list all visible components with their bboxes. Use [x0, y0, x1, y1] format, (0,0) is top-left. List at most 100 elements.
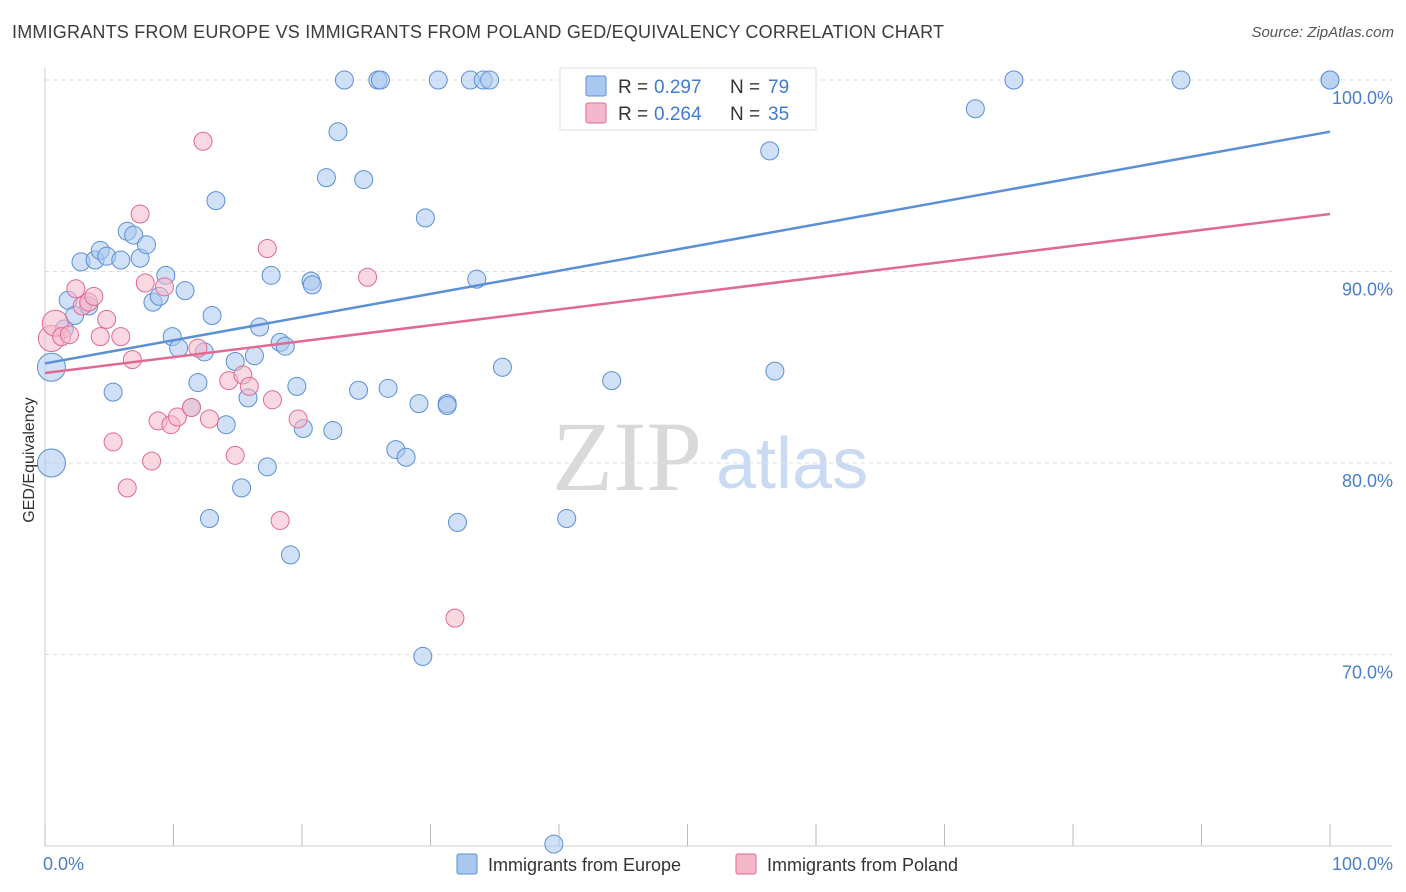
stats-n-label-europe: N =	[730, 77, 760, 98]
point-europe-11	[111, 250, 131, 270]
point-europe-55	[413, 646, 433, 666]
axes: 70.0% 80.0% 90.0% 100.0% 0.0% 100.0%	[43, 68, 1393, 874]
point-europe-34	[257, 457, 277, 477]
x-tick-label-100: 100.0%	[1332, 854, 1393, 874]
watermark: ZIP atlas	[552, 401, 868, 512]
point-poland-34	[445, 608, 465, 628]
point-europe-64	[480, 70, 500, 90]
point-europe-27	[206, 191, 226, 211]
point-poland-33	[358, 267, 378, 287]
y-axis-label: GED/Equivalency	[21, 397, 38, 522]
point-europe-10	[103, 382, 123, 402]
y-tick-label-70: 70.0%	[1342, 663, 1393, 683]
point-poland-32	[288, 409, 308, 429]
stats-r-value-poland: 0.264	[654, 104, 702, 125]
point-europe-38	[280, 545, 300, 565]
point-poland-10	[103, 432, 123, 452]
point-poland-31	[270, 510, 290, 530]
point-europe-26	[202, 306, 222, 326]
point-poland-3	[59, 325, 79, 345]
point-poland-28	[239, 376, 259, 396]
watermark-zip: ZIP	[552, 401, 702, 512]
point-europe-66	[544, 834, 564, 854]
point-europe-1	[36, 448, 66, 478]
point-europe-50	[370, 70, 390, 90]
point-europe-47	[349, 380, 369, 400]
point-europe-21	[175, 281, 195, 301]
y-tick-label-80: 80.0%	[1342, 471, 1393, 491]
chart-title: IMMIGRANTS FROM EUROPE VS IMMIGRANTS FRO…	[12, 22, 945, 42]
point-europe-35	[261, 265, 281, 285]
point-poland-30	[262, 390, 282, 410]
point-europe-65	[492, 357, 512, 377]
point-poland-14	[130, 204, 150, 224]
stats-n-value-poland: 35	[768, 104, 789, 125]
legend-label-poland: Immigrants from Poland	[767, 855, 958, 875]
point-europe-43	[316, 168, 336, 188]
point-poland-29	[257, 239, 277, 259]
y-tick-label-90: 90.0%	[1342, 280, 1393, 300]
x-tick-label-0: 0.0%	[43, 854, 84, 874]
point-poland-8	[90, 327, 110, 347]
trend-lines	[44, 130, 1331, 375]
point-poland-18	[155, 277, 175, 297]
point-europe-30	[232, 478, 252, 498]
stats-n-value-europe: 79	[768, 77, 789, 98]
trend-line-poland	[44, 212, 1331, 375]
y-tick-label-100: 100.0%	[1332, 88, 1393, 108]
point-europe-45	[328, 122, 348, 142]
point-europe-67	[557, 509, 577, 529]
stats-r-label-poland: R =	[618, 104, 648, 125]
point-europe-76	[1171, 70, 1191, 90]
point-poland-11	[111, 327, 131, 347]
point-europe-32	[244, 346, 264, 366]
point-europe-53	[396, 447, 416, 467]
point-europe-20	[169, 338, 189, 358]
point-europe-56	[415, 208, 435, 228]
point-poland-26	[225, 445, 245, 465]
legend-label-europe: Immigrants from Europe	[488, 855, 681, 875]
point-europe-60	[447, 512, 467, 532]
point-europe-72	[760, 141, 780, 161]
point-europe-73	[765, 361, 785, 381]
point-europe-59	[437, 396, 457, 416]
point-poland-13	[122, 350, 142, 370]
point-europe-23	[188, 373, 208, 393]
watermark-atlas: atlas	[716, 424, 868, 504]
point-poland-24	[199, 409, 219, 429]
point-europe-15	[137, 235, 157, 255]
point-poland-9	[97, 309, 117, 329]
point-europe-37	[275, 336, 295, 356]
point-poland-21	[181, 397, 201, 417]
stats-legend-box: R = 0.297 N = 79 R = 0.264 N = 35	[559, 67, 817, 131]
source-credit: Source: ZipAtlas.com	[1251, 24, 1394, 41]
point-europe-75	[1004, 70, 1024, 90]
point-europe-42	[302, 275, 322, 295]
point-europe-74	[965, 99, 985, 119]
point-europe-57	[428, 70, 448, 90]
point-poland-16	[142, 451, 162, 471]
point-europe-13	[124, 225, 144, 245]
point-poland-7	[84, 286, 104, 306]
point-europe-28	[216, 415, 236, 435]
data-points	[36, 70, 1340, 854]
point-europe-25	[199, 509, 219, 529]
legend: Immigrants from Europe Immigrants from P…	[456, 853, 958, 875]
point-europe-39	[287, 376, 307, 396]
stats-r-label-europe: R =	[618, 77, 648, 98]
stats-swatch-europe	[585, 75, 607, 97]
stats-swatch-poland	[585, 102, 607, 124]
point-europe-46	[334, 70, 354, 90]
point-poland-4	[66, 279, 86, 299]
point-poland-23	[193, 131, 213, 151]
stats-n-label-poland: N =	[730, 104, 760, 125]
point-europe-68	[602, 371, 622, 391]
point-poland-20	[167, 407, 187, 427]
point-europe-44	[323, 420, 343, 440]
legend-swatch-europe	[456, 853, 478, 875]
point-poland-15	[135, 273, 155, 293]
stats-r-value-europe: 0.297	[654, 77, 702, 98]
point-poland-12	[117, 478, 137, 498]
trend-line-europe	[44, 130, 1331, 365]
